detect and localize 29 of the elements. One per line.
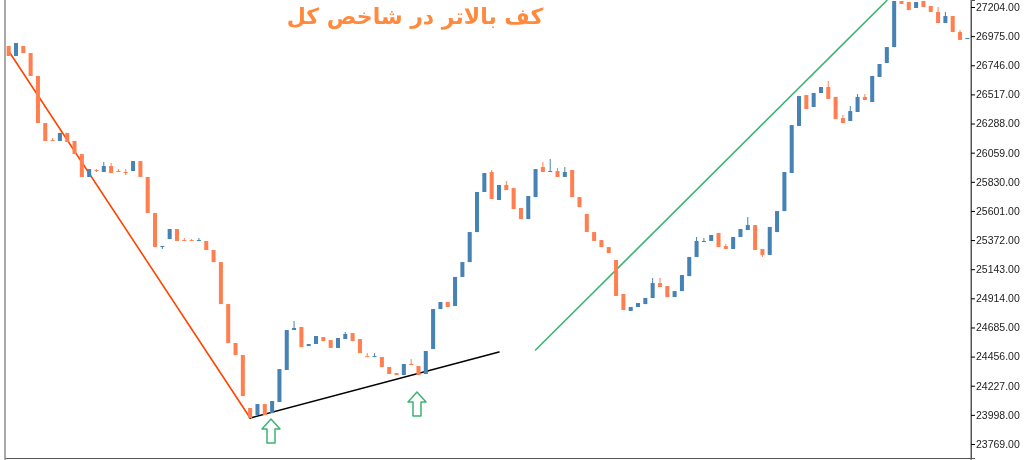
y-tick-label: 24227.00 [976, 379, 1020, 392]
y-tick-label: 24685.00 [976, 321, 1020, 334]
candlestick [482, 173, 487, 192]
candlestick [196, 237, 201, 242]
y-tick-label: 25372.00 [976, 233, 1020, 246]
candlestick [657, 277, 662, 288]
y-tick-label: 27204.00 [976, 0, 1020, 13]
candlestick [28, 52, 33, 77]
candlestick [862, 93, 867, 101]
candlestick [548, 158, 553, 173]
y-tick-label: 24914.00 [976, 292, 1020, 305]
y-tick-label: 23998.00 [976, 408, 1020, 421]
candlestick [292, 320, 297, 331]
candlestick [79, 153, 84, 178]
y-tick-label: 25601.00 [976, 204, 1020, 217]
candlestick [650, 277, 655, 299]
chart-title: کف بالاتر در شاخص کل [286, 4, 544, 30]
candlestick [701, 237, 706, 243]
y-tick-label: 26288.00 [976, 117, 1020, 130]
y-tick-label: 26746.00 [976, 59, 1020, 72]
y-tick-label: 23769.00 [976, 437, 1020, 450]
y-tick-label: 25830.00 [976, 175, 1020, 188]
y-tick-label: 24456.00 [976, 350, 1020, 363]
y-tick-label: 26059.00 [976, 146, 1020, 159]
candlestick [694, 236, 699, 258]
candlestick [540, 161, 545, 173]
y-tick-label: 26517.00 [976, 88, 1020, 101]
y-tick-label: 25143.00 [976, 263, 1020, 276]
y-tick-label: 26975.00 [976, 29, 1020, 42]
